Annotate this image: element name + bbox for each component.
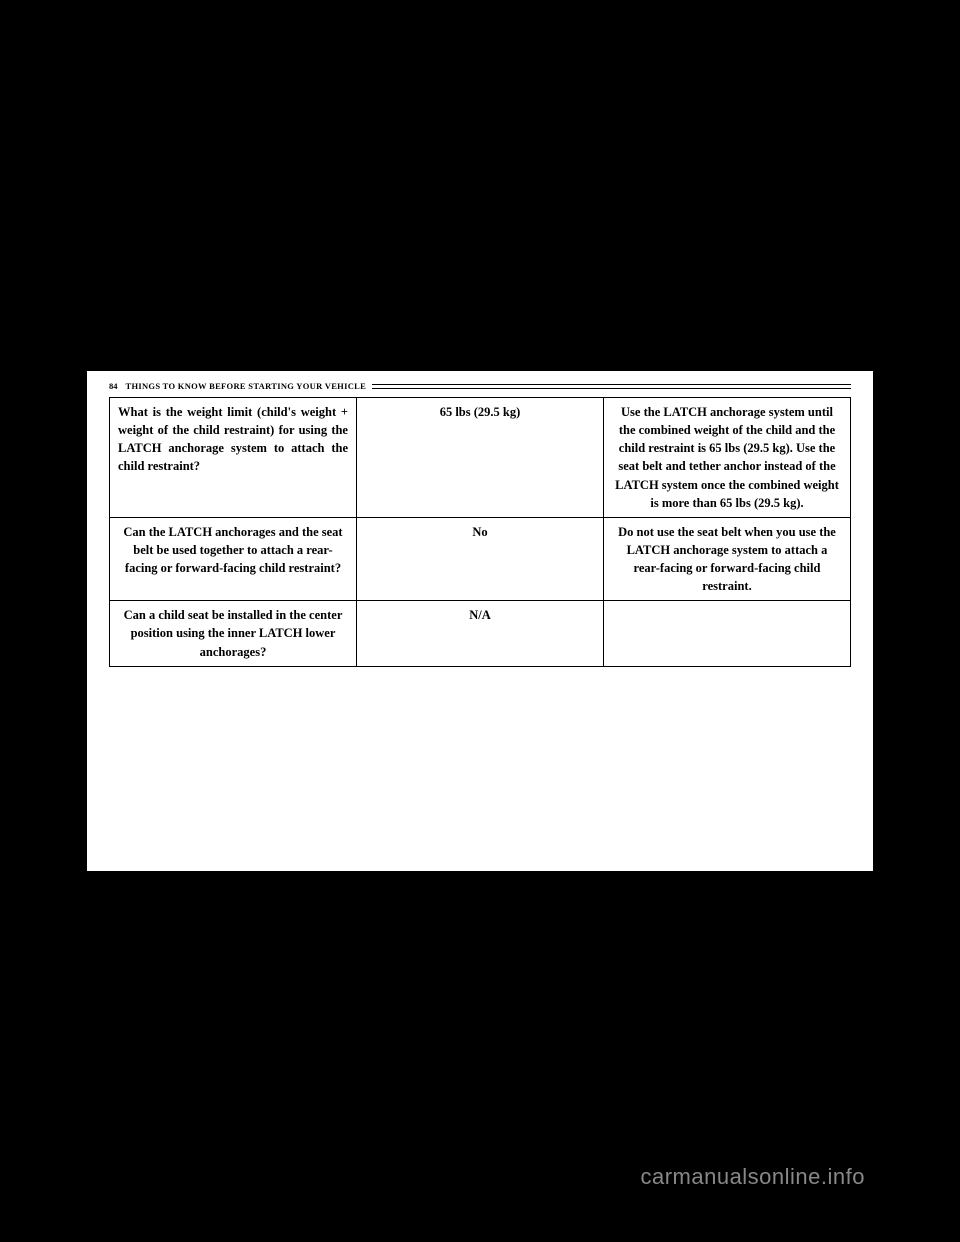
page-number: 84 <box>109 381 118 391</box>
answer-cell: Do not use the seat belt when you use th… <box>604 517 851 601</box>
value-cell: No <box>357 517 604 601</box>
question-cell: What is the weight limit (child's weight… <box>110 398 357 518</box>
table-row: Can the LATCH anchorages and the seat be… <box>110 517 851 601</box>
value-cell: N/A <box>357 601 604 666</box>
table-row: Can a child seat be installed in the cen… <box>110 601 851 666</box>
question-cell: Can the LATCH anchorages and the seat be… <box>110 517 357 601</box>
section-title: THINGS TO KNOW BEFORE STARTING YOUR VEHI… <box>126 381 367 391</box>
watermark: carmanualsonline.info <box>640 1164 865 1190</box>
page-header: 84 THINGS TO KNOW BEFORE STARTING YOUR V… <box>109 381 851 391</box>
manual-page: 84 THINGS TO KNOW BEFORE STARTING YOUR V… <box>87 371 873 871</box>
table-row: What is the weight limit (child's weight… <box>110 398 851 518</box>
answer-cell <box>604 601 851 666</box>
header-rule <box>372 384 851 389</box>
latch-info-table: What is the weight limit (child's weight… <box>109 397 851 667</box>
question-cell: Can a child seat be installed in the cen… <box>110 601 357 666</box>
answer-cell: Use the LATCH anchorage system until the… <box>604 398 851 518</box>
value-cell: 65 lbs (29.5 kg) <box>357 398 604 518</box>
